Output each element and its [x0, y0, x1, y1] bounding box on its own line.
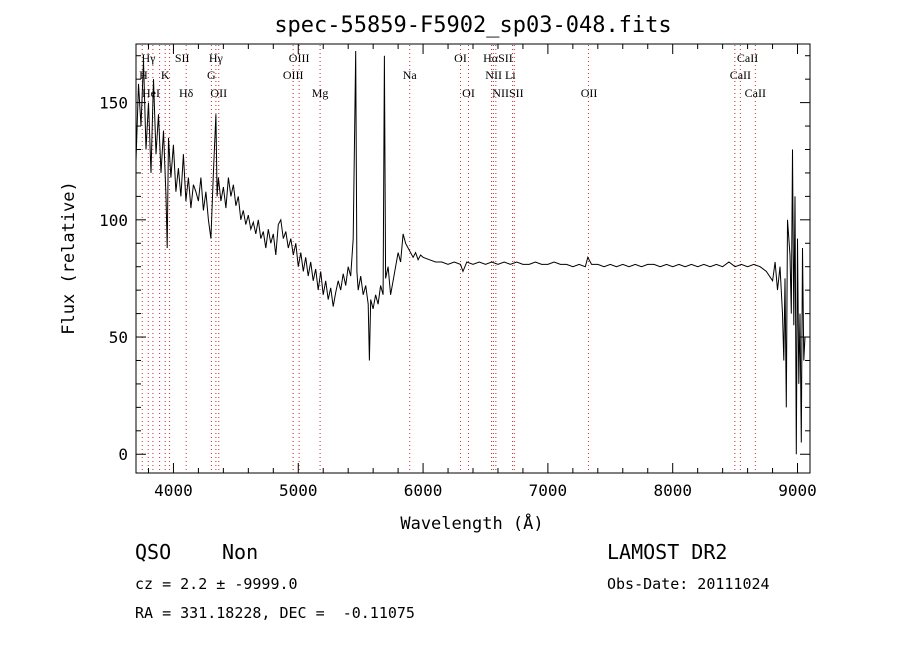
y-tick-label: 100 — [99, 211, 128, 230]
spectral-line-label: OII — [210, 86, 227, 100]
spectral-line-label: Hγ — [209, 51, 224, 65]
y-tick-label: 50 — [109, 328, 128, 347]
x-tick-label: 7000 — [529, 481, 568, 500]
axis-ticks: 4000 5000 6000 7000 8000 9000 0 50 100 150 — [99, 44, 817, 500]
redshift-text: cz = 2.2 ± -9999.0 — [135, 575, 298, 593]
spectral-marker-lines — [141, 45, 756, 472]
spectral-line-label: Na — [403, 68, 418, 82]
spectral-line-label: G — [207, 68, 216, 82]
spectral-line-label: Mg — [312, 86, 329, 100]
survey-name: LAMOST DR2 — [607, 540, 728, 564]
object-subclass: Non — [222, 540, 259, 564]
y-tick-label: 150 — [99, 94, 128, 113]
spectrum-line — [135, 50, 806, 455]
obs-date: Obs-Date: 20111024 — [607, 575, 770, 593]
plot-frame — [135, 43, 811, 474]
x-tick-label: 9000 — [778, 481, 817, 500]
x-tick-label: 8000 — [653, 481, 692, 500]
spectral-line-label: OIII — [283, 68, 304, 82]
spectral-line-label: OIII — [289, 51, 310, 65]
spectral-line-label: CaII — [730, 68, 751, 82]
spectral-line-label: K — [161, 68, 170, 82]
spectral-line-label: SII — [175, 51, 190, 65]
spectral-line-label: CaII — [737, 51, 758, 65]
spectral-line-label: NII Li — [485, 68, 516, 82]
spectral-line-label: HeI — [142, 86, 160, 100]
chart-title: spec-55859-F5902_sp03-048.fits — [274, 13, 671, 38]
spectral-line-label: NIISII — [492, 86, 523, 100]
x-axis-label: Wavelength (Å) — [400, 512, 543, 534]
spectral-line-label: Hδ — [179, 86, 194, 100]
x-tick-label: 5000 — [279, 481, 318, 500]
spectral-line-label: Hγ — [141, 51, 156, 65]
spectral-line-label: OI — [454, 51, 467, 65]
spectral-line-label: OII — [581, 86, 598, 100]
spectral-line-label: CaII — [745, 86, 766, 100]
spectral-line-label: HαSII — [483, 51, 513, 65]
y-tick-label: 0 — [118, 445, 128, 464]
spectral-line-label: OI — [462, 86, 475, 100]
x-tick-label: 4000 — [154, 481, 193, 500]
coordinates: RA = 331.18228, DEC = -0.11075 — [135, 604, 415, 622]
x-tick-label: 6000 — [404, 481, 443, 500]
object-class: QSO — [135, 540, 172, 564]
y-axis-label: Flux (relative) — [59, 181, 79, 335]
